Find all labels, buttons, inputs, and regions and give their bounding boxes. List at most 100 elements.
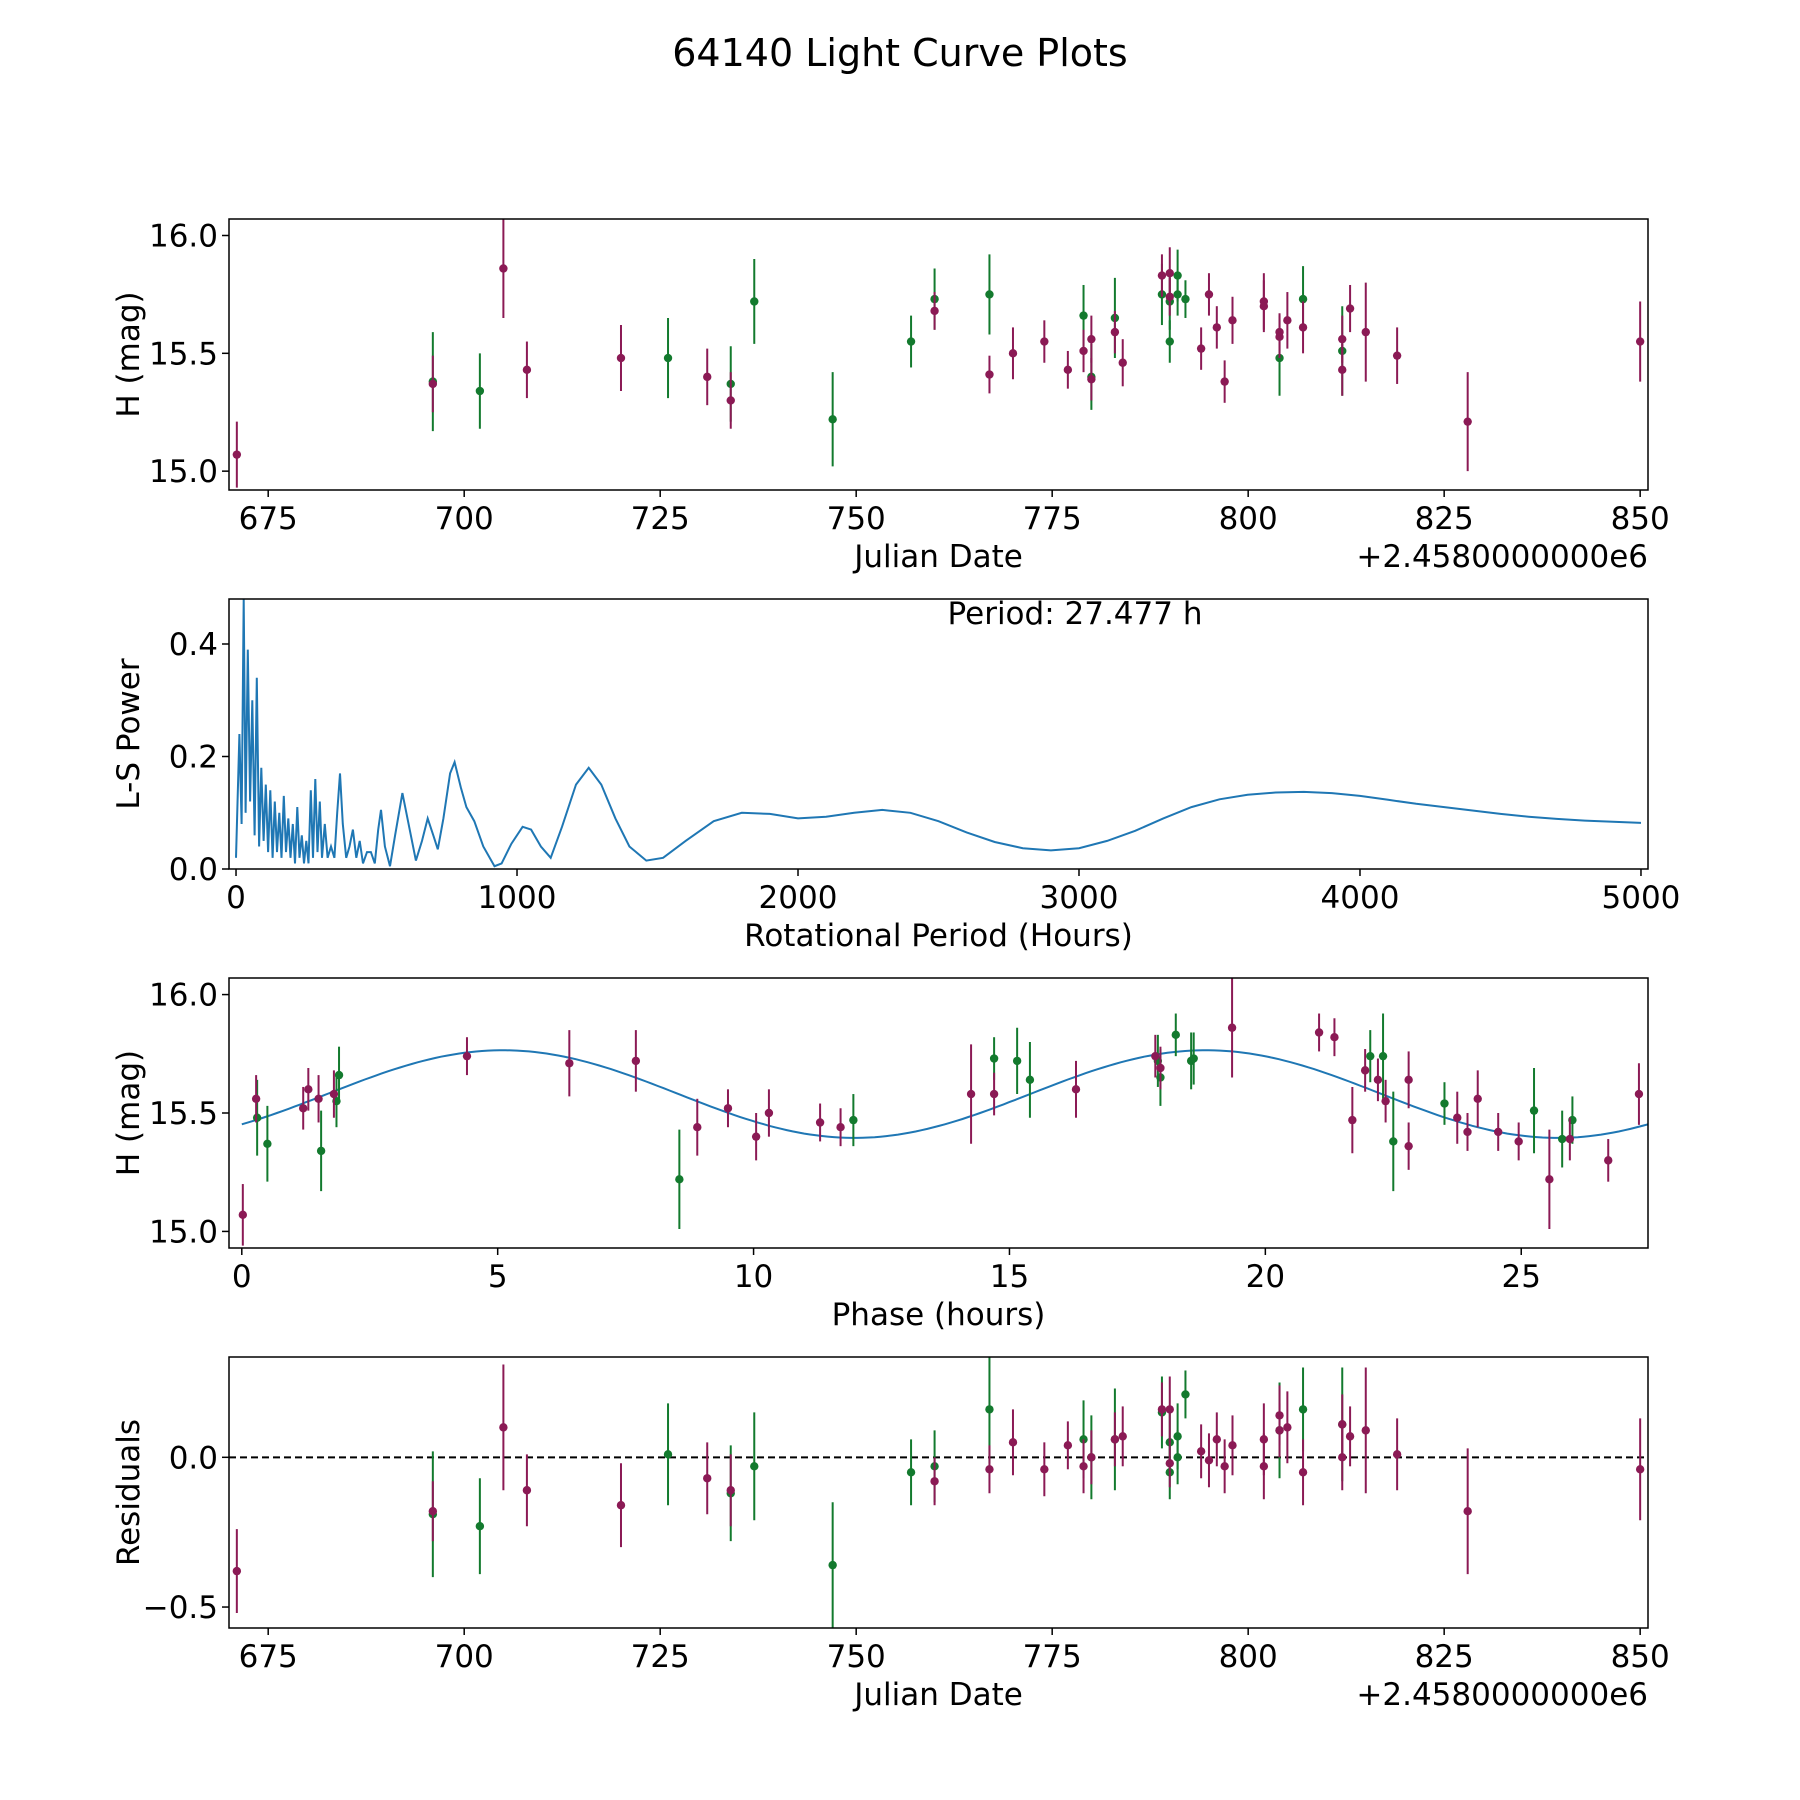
data-point-purple — [1220, 1462, 1229, 1471]
data-point-purple — [522, 365, 532, 375]
y-tick-label: 16.0 — [149, 978, 218, 1014]
data-point-green — [663, 353, 673, 363]
axes-frame — [228, 218, 1649, 491]
x-tick-label: 750 — [827, 1639, 886, 1675]
data-point-purple — [1204, 1456, 1214, 1465]
data-point-purple — [1079, 1462, 1088, 1471]
data-point-purple — [1227, 1023, 1237, 1032]
data-point-purple — [1494, 1127, 1503, 1137]
y-tick-label: 0.4 — [169, 627, 218, 663]
data-point-purple — [1151, 1051, 1160, 1061]
data-point-purple — [1360, 1066, 1370, 1075]
panel-phased: 0 5 10 15 20 25 15.0 15.5 16.0 Phase (hours) H (ma… — [111, 977, 1649, 1333]
data-point-purple — [616, 1501, 626, 1510]
data-point-purple — [1373, 1075, 1383, 1085]
data-point-purple — [428, 379, 438, 389]
data-point-green — [906, 1468, 916, 1477]
x-tick-label: 725 — [631, 501, 690, 537]
y-tick-label: 15.5 — [149, 1096, 218, 1132]
data-point-purple — [304, 1085, 313, 1094]
data-point-purple — [1330, 1033, 1339, 1042]
x-axis-label: Phase (hours) — [832, 1297, 1046, 1333]
y-tick-label: 15.5 — [149, 336, 218, 372]
data-point-green — [663, 1450, 673, 1459]
y-axis-label: H (mag) — [111, 1050, 147, 1176]
figure-title: 64140 Light Curve Plots — [672, 31, 1127, 75]
data-point-green — [1173, 1453, 1182, 1462]
x-tick-label: 4000 — [1321, 880, 1400, 916]
data-point-purple — [930, 1477, 939, 1486]
data-point-purple — [299, 1104, 308, 1113]
data-point-purple — [1259, 1462, 1269, 1471]
data-point-purple — [1345, 1432, 1355, 1441]
data-point-green — [985, 290, 994, 299]
data-point-purple — [1463, 1507, 1472, 1516]
x-tick-label: 1000 — [478, 880, 557, 916]
data-point-purple — [1063, 365, 1073, 375]
data-point-purple — [1275, 332, 1284, 342]
data-point-purple — [1220, 377, 1229, 386]
x-tick-label: 15 — [990, 1259, 1029, 1295]
data-point-purple — [1204, 290, 1214, 299]
data-point-purple — [616, 353, 626, 363]
x-tick-label: 25 — [1502, 1259, 1541, 1295]
data-point-purple — [1165, 292, 1174, 301]
data-point-green — [906, 337, 916, 346]
data-point-purple — [836, 1123, 845, 1132]
data-point-green — [1189, 1054, 1198, 1063]
data-point-purple — [1635, 337, 1645, 346]
x-tick-label: 5000 — [1602, 880, 1681, 916]
data-point-purple — [314, 1094, 323, 1103]
data-point-purple — [462, 1051, 472, 1061]
data-point-purple — [1298, 1468, 1308, 1477]
y-axis-label: Residuals — [111, 1419, 147, 1566]
y-tick-label: 16.0 — [149, 218, 218, 254]
data-point-purple — [1110, 327, 1120, 337]
data-point-purple — [1338, 1420, 1347, 1429]
data-point-purple — [815, 1118, 825, 1127]
data-point-purple — [1283, 1423, 1292, 1432]
data-point-purple — [1165, 269, 1174, 278]
x-tick-label: 700 — [435, 1639, 494, 1675]
data-point-purple — [522, 1486, 532, 1495]
x-offset-label: +2.4580000000e6 — [1356, 1677, 1648, 1713]
data-point-purple — [1259, 301, 1269, 311]
data-point-green — [750, 297, 759, 306]
data-point-purple — [1635, 1465, 1645, 1474]
x-tick-label: 850 — [1611, 1639, 1670, 1675]
data-point-purple — [726, 396, 735, 405]
data-point-purple — [1087, 1453, 1096, 1462]
data-point-purple — [238, 1210, 248, 1220]
data-point-green — [1529, 1106, 1539, 1115]
x-tick-label: 675 — [239, 501, 298, 537]
data-point-purple — [1338, 1453, 1347, 1462]
period-annotation: Period: 27.477 h — [948, 596, 1203, 632]
panel-periodogram: 0 1000 2000 3000 4000 5000 0.0 0.2 0.4 Rotational… — [111, 596, 1680, 954]
data-point-purple — [1604, 1156, 1613, 1165]
data-point-green — [475, 386, 485, 396]
x-axis-label: Julian Date — [852, 1677, 1023, 1713]
axes-frame — [228, 598, 1649, 870]
data-point-purple — [985, 1465, 994, 1474]
data-point-purple — [1228, 316, 1237, 325]
data-point-green — [1181, 294, 1190, 304]
data-point-purple — [1392, 351, 1402, 360]
panel-residuals: 675 700 725 750 775 800 825 850 −0.5 0.0 Julian Da… — [111, 1356, 1670, 1713]
data-point-purple — [1165, 1459, 1174, 1468]
data-point-green — [1079, 311, 1088, 320]
data-point-purple — [565, 1059, 574, 1068]
data-point-green — [1366, 1051, 1375, 1061]
data-point-green — [675, 1175, 684, 1184]
x-tick-label: 750 — [827, 501, 886, 537]
data-point-purple — [764, 1108, 774, 1118]
data-point-purple — [1040, 337, 1049, 346]
data-point-purple — [1196, 1447, 1206, 1456]
data-point-green — [1025, 1075, 1035, 1085]
data-point-purple — [1157, 271, 1167, 280]
data-point-green — [985, 1405, 994, 1414]
data-point-purple — [1463, 1127, 1472, 1137]
x-offset-label: +2.4580000000e6 — [1356, 539, 1648, 575]
data-point-purple — [428, 1507, 438, 1516]
data-point-purple — [1338, 365, 1347, 375]
